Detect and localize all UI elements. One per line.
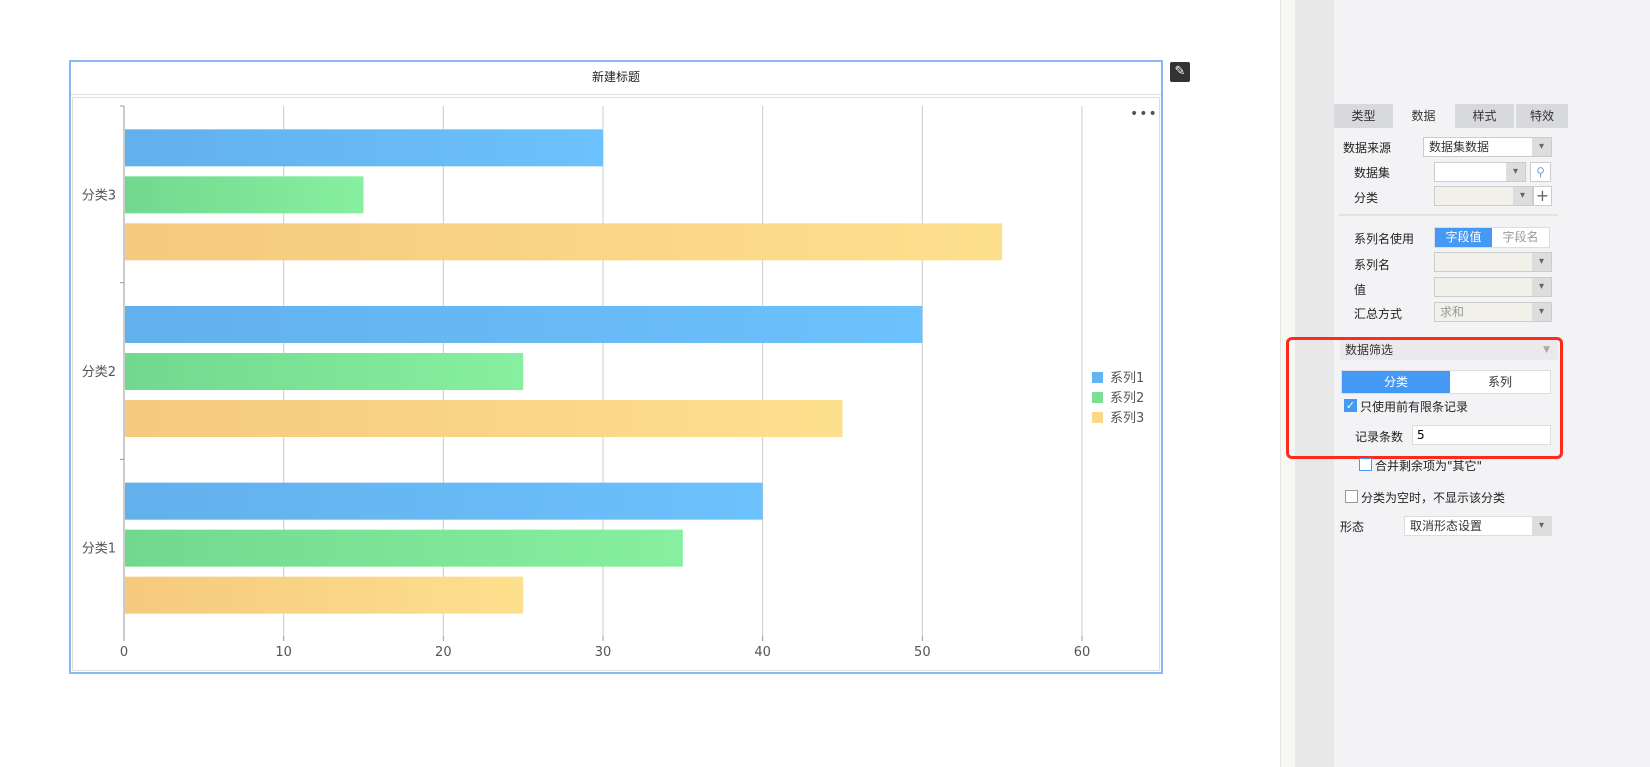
bar (125, 353, 524, 390)
filter-tab-category[interactable]: 分类 (1342, 371, 1450, 393)
bar (125, 129, 603, 167)
bar (125, 529, 683, 567)
limit-checkbox-label: 只使用前有限条记录 (1360, 400, 1469, 414)
category-select[interactable]: ▾ (1434, 186, 1533, 206)
legend-swatch (1092, 372, 1103, 383)
chevron-down-icon: ▾ (1532, 138, 1551, 156)
summary-value: 求和 (1440, 305, 1465, 319)
data-filter-title: 数据筛选 (1345, 343, 1394, 357)
series-name-label: 系列名 (1354, 258, 1391, 272)
filter-toggle: 分类 系列 (1341, 370, 1551, 394)
limit-checkbox[interactable]: ✓ (1344, 399, 1357, 412)
summary-label: 汇总方式 (1354, 307, 1403, 321)
add-icon[interactable]: + (1533, 186, 1552, 206)
value-select[interactable]: ▾ (1434, 277, 1552, 297)
x-tick-label: 10 (275, 645, 292, 660)
data-filter-header[interactable]: 数据筛选 ▼ (1340, 340, 1558, 360)
chevron-down-icon: ▾ (1532, 303, 1551, 321)
chevron-down-icon: ▾ (1532, 517, 1551, 535)
series-name-use-toggle: 字段值 字段名 (1434, 227, 1550, 248)
bar (125, 223, 1003, 261)
bar-chart: 0 10 20 30 40 50 60 分类1 分类2 分类3 系列1 系列2 系列3 (82, 105, 1144, 660)
merge-checkbox[interactable] (1359, 458, 1372, 471)
chevron-down-icon: ▾ (1532, 278, 1551, 296)
caret-down-icon: ▼ (1543, 345, 1550, 355)
option-field-value[interactable]: 字段值 (1435, 228, 1492, 247)
dataset-label: 数据集 (1354, 166, 1391, 180)
filter-tab-series[interactable]: 系列 (1487, 375, 1512, 389)
chevron-down-icon: ▾ (1506, 163, 1525, 181)
x-tick-label: 30 (595, 645, 612, 660)
bar (125, 176, 364, 214)
search-icon[interactable]: ⚲ (1530, 162, 1551, 182)
bar (125, 482, 763, 520)
series-name-use-label: 系列名使用 (1354, 232, 1415, 246)
value-label: 值 (1354, 283, 1367, 297)
hide-empty-checkbox[interactable] (1345, 490, 1358, 503)
side-strip (1295, 0, 1334, 767)
x-tick-label: 0 (120, 645, 128, 660)
y-tick-label: 分类3 (82, 188, 116, 203)
tab-data[interactable]: 数据 (1394, 104, 1453, 128)
legend-label: 系列1 (1110, 371, 1144, 386)
tab-type[interactable]: 类型 (1334, 104, 1393, 128)
record-count-input[interactable] (1412, 425, 1551, 445)
merge-checkbox-label: 合并剩余项为"其它" (1375, 459, 1483, 473)
separator (1339, 214, 1558, 216)
data-source-label: 数据来源 (1343, 141, 1392, 155)
tab-effects[interactable]: 特效 (1516, 104, 1568, 128)
x-tick-label: 40 (754, 645, 771, 660)
series-name-select[interactable]: ▾ (1434, 252, 1552, 272)
y-tick-label: 分类1 (82, 542, 116, 557)
x-tick-label: 50 (914, 645, 931, 660)
x-tick-label: 20 (435, 645, 452, 660)
legend-swatch (1092, 392, 1103, 403)
chevron-down-icon: ▾ (1513, 187, 1532, 205)
tab-style[interactable]: 样式 (1455, 104, 1514, 128)
legend-label: 系列3 (1110, 411, 1144, 426)
legend-swatch (1092, 412, 1103, 423)
category-label: 分类 (1354, 191, 1379, 205)
chevron-down-icon: ▾ (1532, 253, 1551, 271)
chart-plot-area (72, 97, 1160, 671)
more-icon[interactable]: ••• (1130, 106, 1158, 122)
summary-select[interactable]: 求和 ▾ (1434, 302, 1552, 322)
bar (125, 306, 923, 343)
y-tick-label: 分类2 (82, 365, 116, 380)
record-count-label: 记录条数 (1355, 430, 1404, 444)
legend-label: 系列2 (1110, 391, 1144, 406)
hide-empty-checkbox-label: 分类为空时，不显示该分类 (1361, 491, 1506, 505)
dataset-select[interactable]: ▾ (1434, 162, 1526, 182)
bar (125, 576, 524, 614)
x-tick-label: 60 (1074, 645, 1091, 660)
form-select[interactable]: 取消形态设置 ▾ (1404, 516, 1552, 536)
chart-title[interactable]: 新建标题 (71, 62, 1161, 95)
edit-icon[interactable]: ✎ (1170, 62, 1190, 82)
form-label: 形态 (1340, 520, 1365, 534)
data-source-value: 数据集数据 (1429, 140, 1490, 154)
data-source-select[interactable]: 数据集数据 ▾ (1423, 137, 1552, 157)
option-field-name[interactable]: 字段名 (1502, 230, 1539, 244)
highlight-box (1286, 337, 1563, 459)
form-value: 取消形态设置 (1410, 519, 1483, 533)
bar (125, 400, 843, 437)
